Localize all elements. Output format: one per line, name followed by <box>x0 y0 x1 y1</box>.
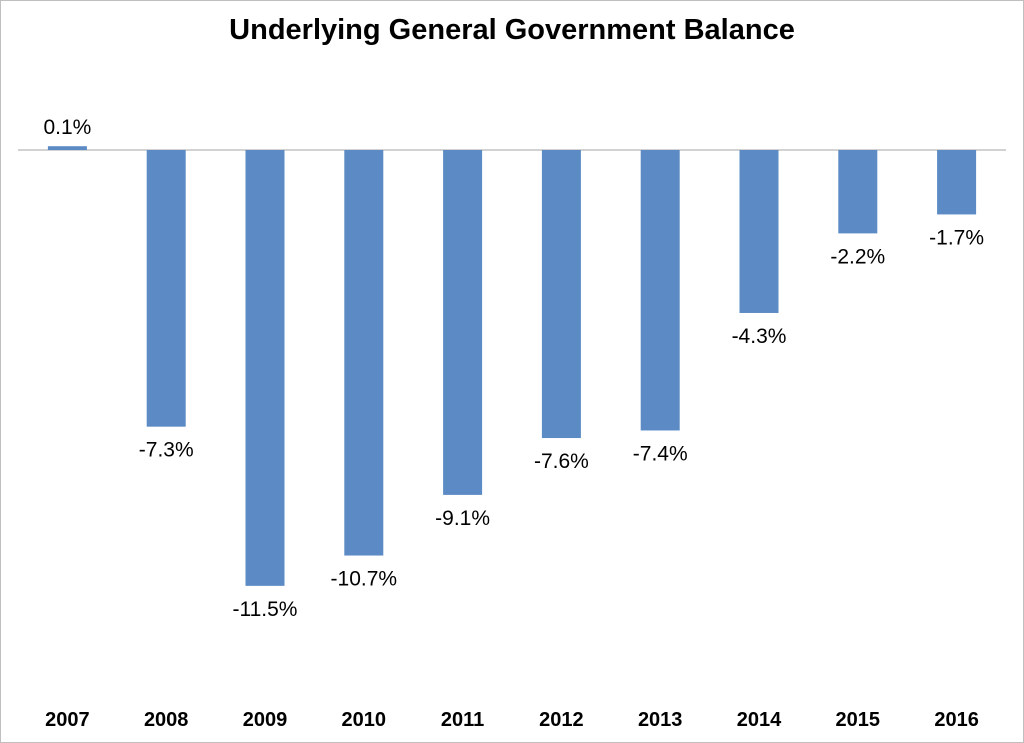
data-label-2009: -11.5% <box>233 598 298 621</box>
data-label-2008: -7.3% <box>139 439 194 462</box>
data-label-2010: -10.7% <box>331 568 398 591</box>
data-label-2015: -2.2% <box>830 245 885 268</box>
data-label-2016: -1.7% <box>929 226 984 249</box>
data-label-2007: 0.1% <box>43 116 91 139</box>
x-tick-label-2012: 2012 <box>539 709 584 731</box>
bar-2009 <box>245 150 285 586</box>
x-tick-label-2010: 2010 <box>342 709 387 731</box>
data-label-2012: -7.6% <box>534 450 589 473</box>
data-label-2011: -9.1% <box>435 507 490 530</box>
x-tick-label-2009: 2009 <box>243 709 288 731</box>
x-tick-label-2007: 2007 <box>45 709 90 731</box>
bar-2008 <box>146 150 186 427</box>
bar-2011 <box>443 150 483 495</box>
data-label-2014: -4.3% <box>732 325 787 348</box>
x-tick-label-2013: 2013 <box>638 709 683 731</box>
x-tick-label-2014: 2014 <box>737 709 782 731</box>
bar-2016 <box>937 150 977 215</box>
x-tick-label-2016: 2016 <box>934 709 979 731</box>
x-tick-label-2008: 2008 <box>144 709 189 731</box>
bar-2013 <box>640 150 680 431</box>
x-tick-label-2011: 2011 <box>441 709 484 731</box>
bar-2012 <box>541 150 581 439</box>
bar-2015 <box>838 150 878 234</box>
data-label-2013: -7.4% <box>633 442 688 465</box>
x-tick-label-2015: 2015 <box>836 709 881 731</box>
bar-2014 <box>739 150 779 313</box>
chart-title: Underlying General Government Balance <box>229 14 795 46</box>
bar-2010 <box>344 150 384 556</box>
bar-2007 <box>47 146 87 150</box>
